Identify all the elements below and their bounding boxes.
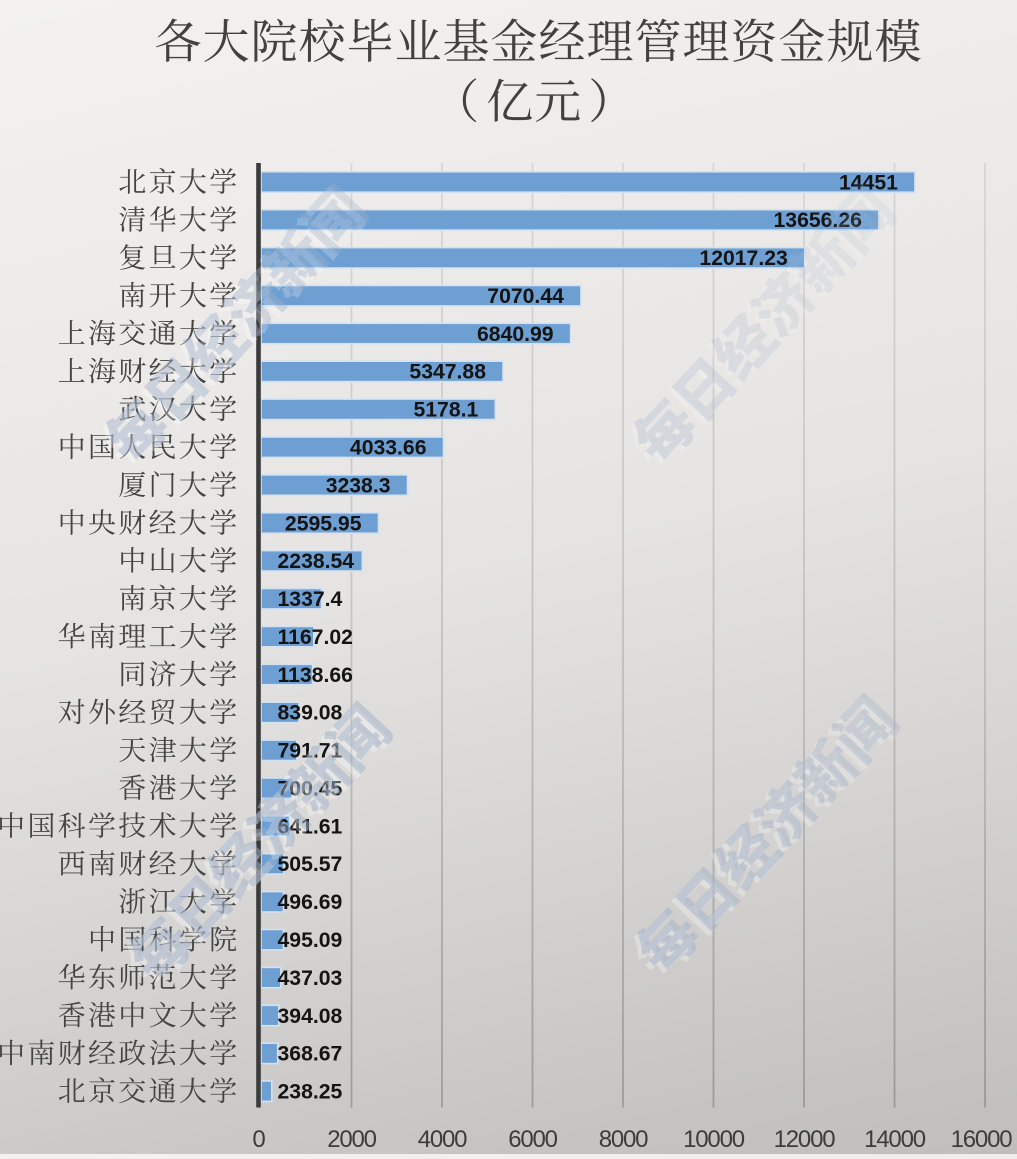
svg-text:3238.3: 3238.3	[326, 474, 391, 497]
svg-text:14000: 14000	[864, 1126, 926, 1153]
svg-text:2238.54: 2238.54	[278, 550, 355, 573]
svg-text:2000: 2000	[327, 1126, 376, 1153]
svg-text:437.03: 437.03	[278, 967, 343, 990]
svg-text:6840.99: 6840.99	[477, 323, 554, 346]
svg-text:5178.1: 5178.1	[413, 399, 478, 422]
svg-text:4000: 4000	[418, 1126, 467, 1153]
svg-text:839.08: 839.08	[278, 702, 343, 725]
svg-text:2595.95: 2595.95	[285, 512, 362, 535]
svg-text:5347.88: 5347.88	[409, 361, 486, 384]
svg-text:6000: 6000	[508, 1126, 557, 1153]
svg-text:496.69: 496.69	[278, 891, 343, 914]
svg-text:16000: 16000	[951, 1126, 1013, 1153]
svg-text:495.09: 495.09	[278, 929, 343, 952]
svg-text:1167.02: 1167.02	[278, 626, 353, 649]
svg-text:7070.44: 7070.44	[487, 285, 564, 308]
svg-text:14451: 14451	[839, 171, 898, 194]
svg-text:368.67: 368.67	[278, 1043, 343, 1066]
svg-text:12000: 12000	[774, 1126, 836, 1153]
svg-text:238.25: 238.25	[278, 1081, 343, 1104]
svg-text:10000: 10000	[683, 1126, 745, 1153]
svg-text:0: 0	[252, 1126, 265, 1153]
svg-text:505.57: 505.57	[278, 853, 343, 876]
svg-text:8000: 8000	[599, 1126, 648, 1153]
svg-text:1337.4: 1337.4	[278, 588, 343, 611]
svg-text:1138.66: 1138.66	[278, 664, 354, 687]
svg-text:4033.66: 4033.66	[350, 437, 427, 460]
svg-text:394.08: 394.08	[278, 1005, 343, 1028]
svg-text:12017.23: 12017.23	[699, 247, 788, 270]
